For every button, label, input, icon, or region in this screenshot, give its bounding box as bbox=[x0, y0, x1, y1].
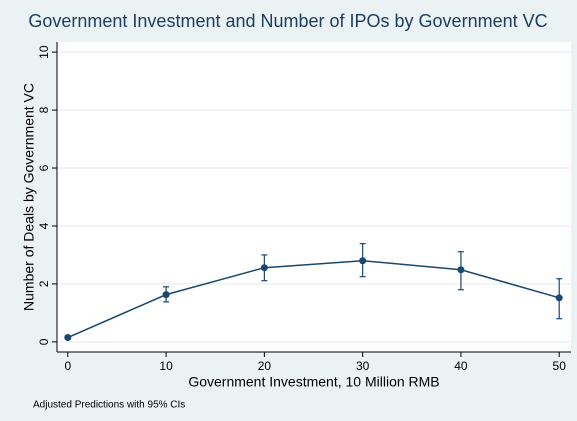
note: Adjusted Predictions with 95% CIs bbox=[33, 400, 185, 411]
x-tick-label: 20 bbox=[258, 359, 272, 373]
x-axis-label: Government Investment, 10 Million RMB bbox=[188, 374, 439, 390]
y-tick-label: 10 bbox=[37, 45, 51, 59]
x-tick-label: 40 bbox=[454, 359, 468, 373]
y-tick-label: 0 bbox=[37, 338, 51, 345]
point bbox=[162, 291, 170, 299]
point bbox=[64, 334, 72, 342]
chart-title: Government Investment and Number of IPOs… bbox=[28, 11, 547, 31]
point bbox=[359, 257, 367, 265]
x-tick-label: 50 bbox=[553, 359, 567, 373]
x-tick-label: 30 bbox=[356, 359, 370, 373]
y-axis-label: Number of Deals by Government VC bbox=[21, 83, 37, 311]
y-tick-label: 4 bbox=[37, 222, 51, 229]
plot-region bbox=[57, 42, 571, 352]
point bbox=[457, 266, 465, 274]
point bbox=[260, 264, 268, 272]
y-tick-label: 6 bbox=[37, 164, 51, 171]
x-tick-label: 10 bbox=[159, 359, 173, 373]
line bbox=[67, 259, 560, 339]
y-tick-label: 2 bbox=[37, 280, 51, 287]
x-tick-label: 0 bbox=[64, 359, 71, 373]
y-tick-label: 8 bbox=[37, 106, 51, 113]
point bbox=[555, 294, 563, 302]
